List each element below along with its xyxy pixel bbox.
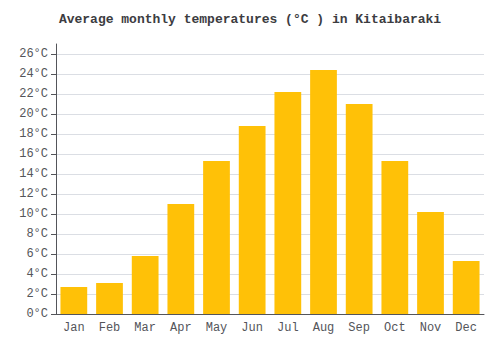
svg-text:Jul: Jul bbox=[277, 321, 299, 335]
svg-text:14°C: 14°C bbox=[19, 167, 48, 181]
svg-text:Sep: Sep bbox=[348, 321, 370, 335]
svg-text:26°C: 26°C bbox=[19, 47, 48, 61]
svg-text:8°C: 8°C bbox=[26, 227, 48, 241]
svg-text:May: May bbox=[206, 321, 228, 335]
svg-text:Average monthly temperatures (: Average monthly temperatures (°C ) in Ki… bbox=[59, 12, 441, 27]
svg-text:24°C: 24°C bbox=[19, 67, 48, 81]
svg-text:6°C: 6°C bbox=[26, 247, 48, 261]
svg-text:Jan: Jan bbox=[63, 321, 85, 335]
svg-text:Jun: Jun bbox=[241, 321, 263, 335]
svg-text:Dec: Dec bbox=[455, 321, 477, 335]
svg-text:12°C: 12°C bbox=[19, 187, 48, 201]
svg-text:10°C: 10°C bbox=[19, 207, 48, 221]
svg-text:2°C: 2°C bbox=[26, 287, 48, 301]
svg-text:18°C: 18°C bbox=[19, 127, 48, 141]
svg-text:Aug: Aug bbox=[313, 321, 335, 335]
svg-text:4°C: 4°C bbox=[26, 267, 48, 281]
svg-text:Nov: Nov bbox=[420, 321, 442, 335]
svg-text:20°C: 20°C bbox=[19, 107, 48, 121]
svg-text:Apr: Apr bbox=[170, 321, 192, 335]
svg-text:Feb: Feb bbox=[99, 321, 121, 335]
svg-text:22°C: 22°C bbox=[19, 87, 48, 101]
svg-text:Mar: Mar bbox=[134, 321, 156, 335]
svg-text:16°C: 16°C bbox=[19, 147, 48, 161]
svg-text:0°C: 0°C bbox=[26, 307, 48, 321]
svg-text:Oct: Oct bbox=[384, 321, 406, 335]
